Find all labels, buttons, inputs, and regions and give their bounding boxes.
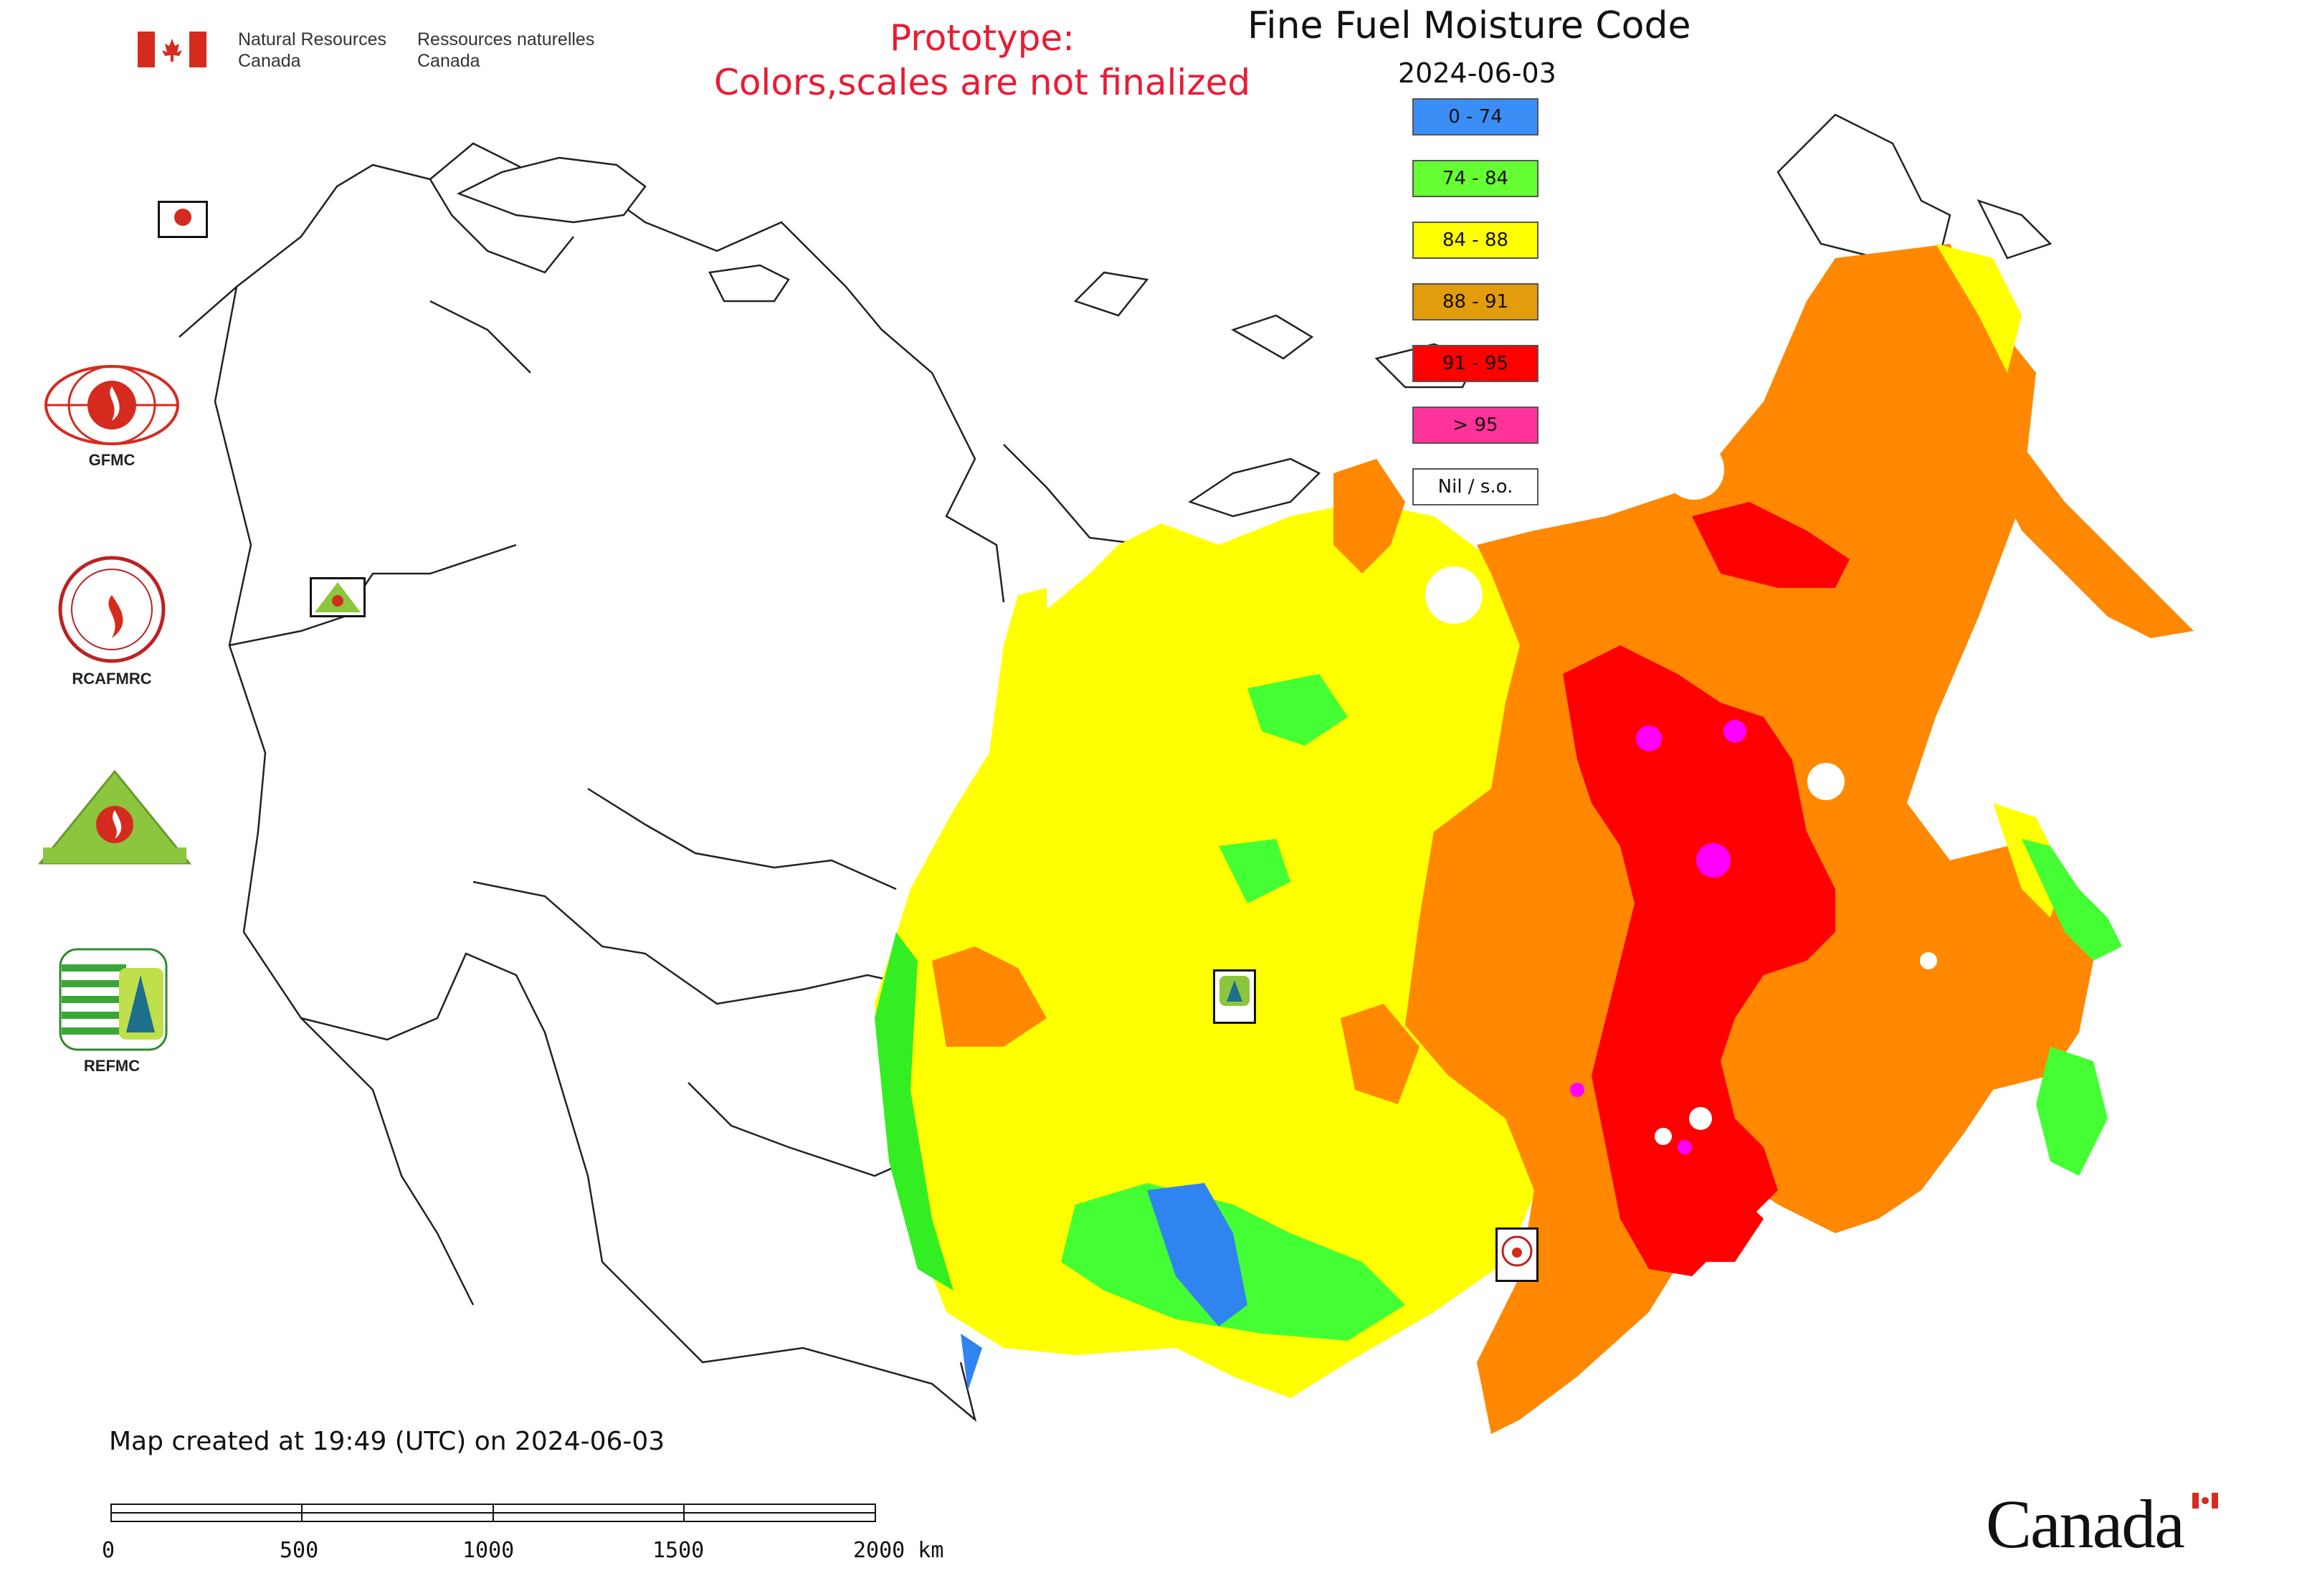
- legend-label: 74 - 84: [1442, 168, 1509, 189]
- refmc-logo: REFMC: [40, 946, 184, 1075]
- reefmc-logo: [36, 767, 194, 870]
- wordmark-flag-icon: [2192, 1493, 2218, 1509]
- gfmc-label: GFMC: [88, 451, 135, 469]
- legend-item-91-95: 91 - 95: [1412, 345, 1538, 382]
- agency-en-line1: Natural Resources: [238, 29, 387, 49]
- legend-label: 88 - 91: [1442, 291, 1509, 313]
- legend-item-nil: Nil / s.o.: [1412, 468, 1538, 505]
- agency-name-fr: Ressources naturelles Canada: [417, 29, 594, 72]
- country-boundaries: [179, 142, 1219, 1422]
- rcafmrc-logo: RCAFMRC: [40, 552, 184, 688]
- reefmc-map-marker: [310, 577, 366, 617]
- canada-flag-logo: [138, 32, 206, 67]
- agency-fr-line2: Canada: [417, 51, 480, 71]
- legend-item-74-84: 74 - 84: [1412, 160, 1538, 197]
- scale-tick-500: 500: [280, 1538, 319, 1563]
- legend-label: Nil / s.o.: [1437, 476, 1513, 498]
- scale-tick-0: 0: [102, 1538, 115, 1563]
- map-date: 2024-06-03: [1398, 57, 1556, 89]
- prototype-line2: Colors,scales are not finalized: [713, 62, 1251, 103]
- legend-item-gt-95: > 95: [1412, 407, 1538, 444]
- legend-label: > 95: [1452, 414, 1498, 436]
- gfmc-logo: GFMC: [40, 362, 184, 470]
- rcafmrc-label: RCAFMRC: [72, 670, 152, 688]
- scale-tick-1000: 1000: [462, 1538, 515, 1563]
- scale-tick-1500: 1500: [652, 1538, 705, 1563]
- ffmc-raster: [875, 244, 2194, 1434]
- map-created-timestamp: Map created at 19:49 (UTC) on 2024-06-03: [109, 1427, 665, 1456]
- agency-en-line2: Canada: [238, 51, 301, 71]
- canada-wordmark: Canada: [1986, 1486, 2185, 1562]
- prototype-warning: Prototype: Colors,scales are not finaliz…: [660, 16, 1305, 105]
- scale-bar: [110, 1504, 876, 1522]
- refmc-map-marker: [1213, 969, 1256, 1024]
- map-title: Fine Fuel Moisture Code: [1247, 4, 1691, 47]
- legend-label: 0 - 74: [1448, 106, 1503, 128]
- legend-item-88-91: 88 - 91: [1412, 283, 1538, 320]
- prototype-line1: Prototype:: [889, 17, 1075, 59]
- legend-label: 91 - 95: [1442, 353, 1509, 374]
- agency-fr-line1: Ressources naturelles: [417, 29, 595, 49]
- rcafmrc-map-marker: [1495, 1227, 1538, 1282]
- gfmc-map-marker: [158, 201, 208, 238]
- legend-label: 84 - 88: [1442, 229, 1509, 251]
- scale-tick-2000-km: 2000 km: [853, 1538, 944, 1563]
- legend-item-84-88: 84 - 88: [1412, 222, 1538, 259]
- refmc-label: REFMC: [83, 1057, 141, 1075]
- legend-item-0-74: 0 - 74: [1412, 98, 1538, 136]
- arctic-coastline: [456, 113, 2053, 518]
- agency-name-en: Natural Resources Canada: [238, 29, 386, 72]
